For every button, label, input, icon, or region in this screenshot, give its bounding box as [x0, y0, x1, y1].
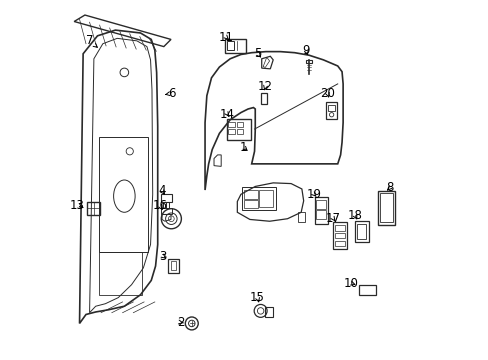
Bar [226, 119, 250, 140]
Text: 14: 14 [219, 108, 234, 121]
Text: 17: 17 [325, 212, 340, 225]
Bar [171, 261, 176, 270]
Text: 7: 7 [86, 34, 97, 48]
Bar [228, 129, 234, 134]
Text: 6: 6 [165, 87, 176, 100]
Text: 13: 13 [69, 199, 84, 212]
Bar [316, 200, 325, 209]
Bar [228, 122, 234, 127]
Bar [244, 190, 258, 199]
Bar [325, 102, 336, 119]
Bar [333, 222, 346, 249]
Bar [359, 285, 376, 296]
Text: 15: 15 [249, 291, 264, 304]
Bar [335, 240, 344, 246]
Bar [87, 202, 100, 215]
Bar [379, 193, 392, 222]
Bar [161, 194, 172, 202]
Text: 9: 9 [302, 44, 309, 57]
Bar [354, 221, 368, 242]
Text: 20: 20 [320, 87, 334, 100]
Bar [265, 307, 273, 318]
Bar [356, 224, 366, 239]
Text: 5: 5 [254, 47, 261, 60]
Bar [224, 40, 246, 53]
Text: 8: 8 [385, 181, 393, 194]
Text: 4: 4 [158, 184, 165, 197]
Text: 19: 19 [306, 188, 321, 201]
Bar [335, 233, 344, 238]
Bar [377, 191, 394, 225]
Text: 3: 3 [159, 249, 166, 262]
Text: 16: 16 [152, 199, 167, 212]
Bar [227, 41, 234, 50]
Bar [260, 93, 266, 104]
Bar [335, 225, 344, 230]
Bar [236, 122, 243, 127]
Text: 1: 1 [239, 140, 246, 153]
Bar [258, 190, 273, 207]
Bar [305, 60, 311, 63]
Text: 12: 12 [257, 80, 272, 93]
Text: 18: 18 [347, 209, 362, 222]
Text: 10: 10 [343, 277, 358, 290]
Bar [161, 208, 172, 215]
Text: 2: 2 [177, 316, 184, 329]
Bar [168, 259, 178, 273]
Bar [241, 187, 275, 211]
Bar [327, 105, 335, 111]
Bar [297, 212, 305, 222]
Bar [316, 211, 325, 220]
Bar [314, 197, 328, 224]
Text: 11: 11 [218, 31, 233, 44]
Bar [244, 200, 258, 208]
Bar [236, 129, 243, 134]
